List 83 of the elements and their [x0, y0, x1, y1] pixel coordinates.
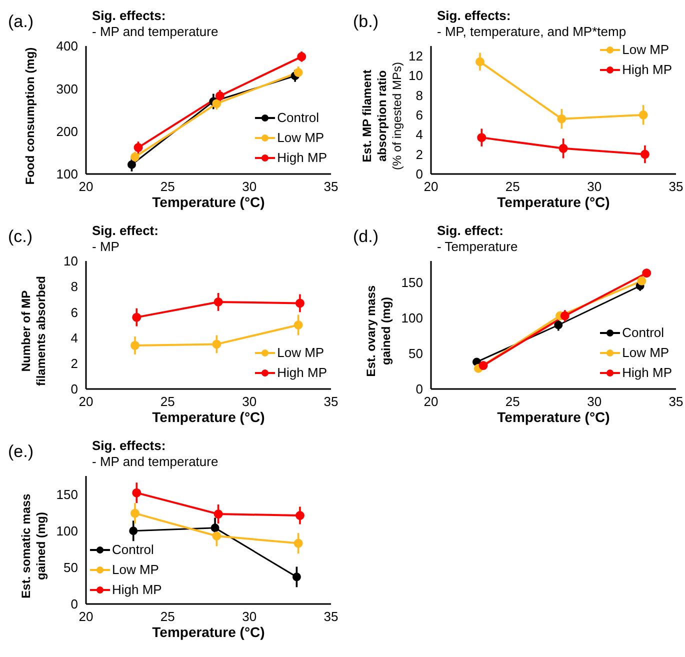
text: Sig. effects: — [92, 8, 167, 24]
legend-label: High MP — [277, 364, 327, 382]
x-tick-label: 35 — [324, 609, 338, 624]
x-tick-label: 30 — [587, 394, 602, 410]
y-tick-label: 100 — [56, 166, 78, 182]
y-axis-title: Est. somatic mass gained (mg) — [19, 493, 48, 598]
x-axis-title: Temperature (°C) — [151, 409, 266, 425]
legend-label: Low MP — [112, 561, 159, 579]
chart-title: (c.) — [8, 227, 33, 247]
y-tick-label: 0 — [416, 382, 423, 397]
x-tick-label: 30 — [242, 179, 257, 194]
y-tick-label: 12 — [408, 48, 423, 64]
y-axis-title: Food consumption (mg) — [23, 47, 37, 185]
text: Sig. effects: — [437, 8, 512, 24]
y-tick-label: 100 — [56, 523, 78, 538]
x-tick-label: 25 — [505, 179, 520, 194]
y-tick-label: 50 — [64, 560, 78, 576]
x-tick-label: 20 — [78, 179, 94, 194]
text: - MP, temperature, and MP*temp — [437, 24, 626, 40]
chart-title: (b.) — [353, 12, 378, 32]
x-axis-title: Temperature (°C) — [151, 624, 266, 640]
x-tick-label: 20 — [424, 179, 438, 194]
text: - MP and temperature — [92, 454, 218, 470]
x-tick-label: 35 — [668, 394, 684, 410]
y-tick-label: 50 — [408, 346, 423, 362]
y-tick-label: 10 — [64, 254, 78, 269]
x-tick-label: 25 — [505, 394, 520, 410]
y-tick-label: 400 — [56, 38, 78, 54]
y-tick-label: 0 — [416, 166, 423, 182]
y-axis-title: Est. MP filament absorption ratio (% of ingested MPs) — [360, 62, 404, 170]
x-tick-label: 20 — [78, 394, 94, 410]
y-tick-label: 4 — [416, 127, 423, 142]
y-tick-label: 8 — [416, 88, 423, 103]
x-tick-label: 25 — [160, 394, 175, 410]
y-tick-label: 6 — [70, 304, 78, 320]
x-tick-label: 20 — [424, 394, 438, 410]
x-tick-label: 30 — [242, 394, 257, 410]
y-axis-title: Est. ovary mass gained (mg) — [364, 284, 393, 377]
legend-label: Control — [622, 324, 664, 342]
y-tick-label: 150 — [56, 486, 78, 502]
text: - MP — [92, 239, 120, 255]
legend-label: Low MP — [622, 344, 670, 362]
x-tick-label: 35 — [668, 179, 684, 194]
y-tick-label: 2 — [70, 356, 78, 372]
y-axis-title: Number of MP filaments absorbed — [19, 276, 48, 386]
x-tick-label: 20 — [78, 609, 94, 624]
legend-label: High MP — [622, 61, 672, 79]
y-tick-label: 2 — [416, 146, 423, 162]
y-tick-label: 100 — [401, 310, 423, 326]
text: - MP and temperature — [92, 24, 218, 40]
text: Sig. effect: — [92, 223, 158, 239]
x-tick-label: 30 — [587, 179, 602, 194]
y-tick-label: 0 — [70, 382, 78, 397]
chart-title: (e.) — [8, 442, 34, 462]
x-tick-label: 35 — [324, 179, 338, 194]
legend-label: High MP — [112, 581, 162, 599]
text: - Temperature — [437, 239, 518, 255]
legend-label: Control — [277, 109, 320, 127]
legend-label: High MP — [622, 364, 672, 382]
legend-label: High MP — [277, 149, 327, 167]
x-tick-label: 35 — [324, 394, 338, 410]
chart-title: (a.) — [8, 12, 34, 32]
legend-label: Low MP — [277, 344, 324, 362]
x-tick-label: 30 — [242, 609, 257, 624]
text: Sig. effects: — [92, 438, 167, 454]
x-axis-title: Temperature (°C) — [496, 409, 611, 425]
y-tick-label: 150 — [401, 274, 423, 290]
y-tick-label: 0 — [70, 596, 78, 612]
x-axis-title: Temperature (°C) — [151, 194, 266, 210]
y-tick-label: 4 — [70, 330, 78, 346]
text: Sig. effect: — [437, 223, 504, 239]
y-tick-label: 10 — [408, 68, 423, 84]
y-tick-label: 6 — [416, 108, 423, 123]
x-tick-label: 25 — [160, 179, 175, 194]
y-tick-label: 300 — [56, 81, 78, 96]
x-axis-title: Temperature (°C) — [496, 194, 611, 210]
legend-label: Control — [112, 541, 154, 559]
y-tick-label: 200 — [56, 124, 78, 139]
legend-label: Low MP — [622, 41, 670, 59]
chart-title: (d.) — [353, 227, 378, 247]
legend-label: Low MP — [277, 129, 324, 147]
x-tick-label: 25 — [160, 609, 175, 624]
y-tick-label: 8 — [70, 279, 78, 294]
